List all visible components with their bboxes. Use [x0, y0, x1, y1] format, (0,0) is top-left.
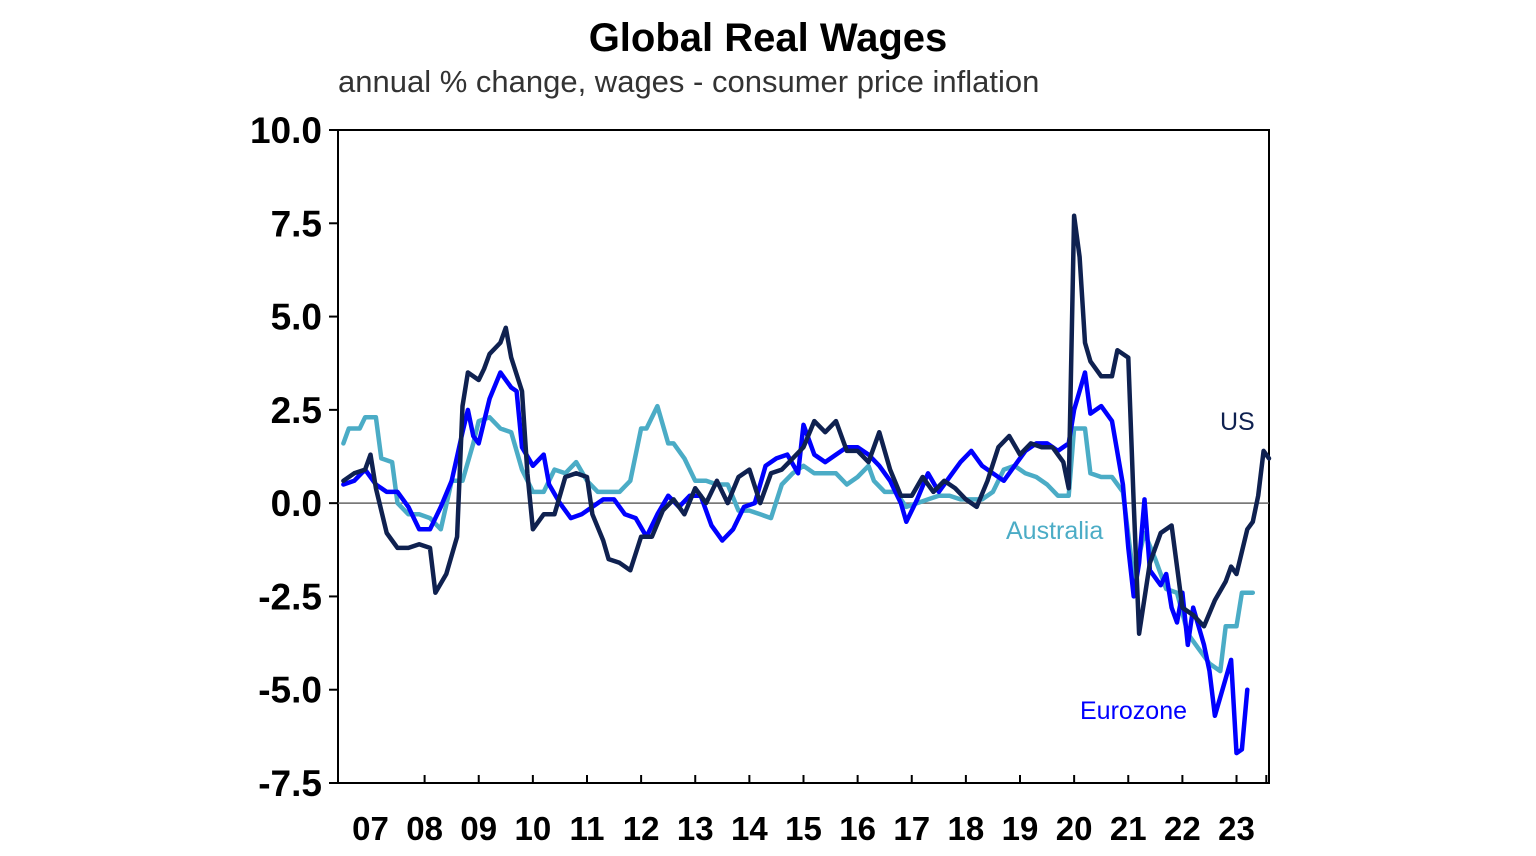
x-tick-label: 13: [677, 810, 714, 847]
y-tick-label: 7.5: [271, 203, 322, 244]
y-tick-label: -5.0: [258, 670, 322, 711]
x-tick-label: 12: [623, 810, 660, 847]
series-label-us: US: [1220, 408, 1255, 436]
plot-area: [337, 129, 1270, 784]
series-lines: [341, 213, 1272, 756]
x-tick-label: 10: [515, 810, 552, 847]
x-tick-label: 18: [948, 810, 985, 847]
x-tick-label: 20: [1056, 810, 1093, 847]
x-tick-label: 07: [352, 810, 389, 847]
x-tick-label: 19: [1002, 810, 1039, 847]
x-tick-label: 16: [839, 810, 876, 847]
series-label-eurozone: Eurozone: [1080, 697, 1187, 725]
y-axis: 10.0 7.5 5.0 2.5 0.0 -2.5 -5.0 -7.5: [250, 110, 338, 804]
x-tick-label: 21: [1110, 810, 1147, 847]
chart-subtitle: annual % change, wages - consumer price …: [338, 64, 1040, 99]
y-tick-label: 10.0: [250, 110, 322, 151]
x-tick-label: 08: [406, 810, 443, 847]
x-tick-label: 14: [731, 810, 768, 847]
x-axis: 07 08 09 10 11 12 13 14 15 16 17 18 19 20 21 22 23: [352, 775, 1268, 847]
x-tick-label: 23: [1218, 810, 1255, 847]
chart-title: Global Real Wages: [588, 16, 948, 60]
x-tick-label: 17: [893, 810, 930, 847]
series-line-eurozone: [341, 370, 1250, 756]
series-label-australia: Australia: [1006, 517, 1103, 545]
y-tick-label: -2.5: [258, 576, 322, 617]
x-tick-label: 22: [1164, 810, 1201, 847]
x-tick-label: 15: [785, 810, 822, 847]
y-tick-label: 5.0: [271, 297, 322, 338]
y-tick-label: 0.0: [271, 483, 322, 524]
y-tick-label: -7.5: [258, 763, 322, 804]
x-tick-label: 11: [570, 810, 605, 847]
series-line-us: [341, 213, 1272, 636]
x-tick-label: 09: [460, 810, 497, 847]
series-line-australia: [341, 403, 1256, 674]
y-tick-label: 2.5: [271, 390, 322, 431]
